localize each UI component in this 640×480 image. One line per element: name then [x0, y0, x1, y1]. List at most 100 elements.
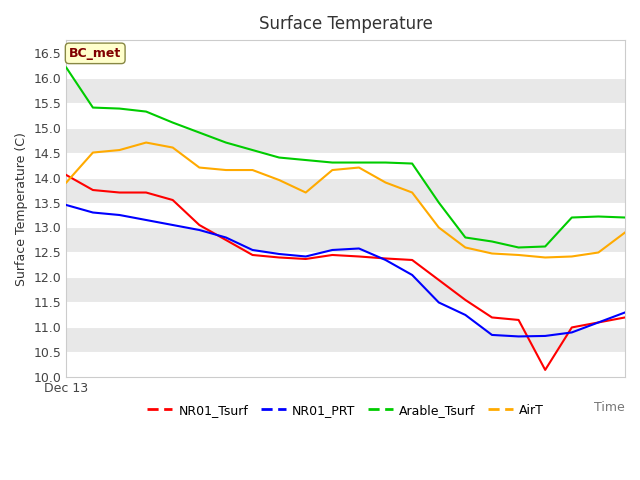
AirT [461, 245, 469, 251]
Bar [67, 277, 625, 302]
NR01_PRT [515, 334, 522, 339]
NR01_Tsurf [408, 257, 416, 263]
Bar [67, 153, 625, 178]
AirT [355, 165, 363, 170]
NR01_Tsurf [515, 317, 522, 323]
Arable_Tsurf [461, 235, 469, 240]
Title: Surface Temperature: Surface Temperature [259, 15, 433, 33]
NR01_Tsurf [302, 256, 310, 262]
Line: Arable_Tsurf: Arable_Tsurf [67, 68, 625, 248]
AirT [302, 190, 310, 195]
NR01_PRT [302, 253, 310, 259]
AirT [142, 140, 150, 145]
Bar [67, 178, 625, 203]
NR01_PRT [488, 332, 496, 338]
Text: BC_met: BC_met [69, 47, 122, 60]
NR01_PRT [249, 247, 257, 253]
NR01_Tsurf [169, 197, 177, 203]
NR01_Tsurf [195, 222, 203, 228]
NR01_PRT [169, 222, 177, 228]
Bar [67, 103, 625, 128]
Arable_Tsurf [355, 160, 363, 166]
AirT [222, 167, 230, 173]
NR01_PRT [195, 227, 203, 233]
Arable_Tsurf [116, 106, 124, 111]
AirT [195, 165, 203, 170]
Bar [67, 53, 625, 78]
NR01_Tsurf [355, 253, 363, 259]
NR01_Tsurf [63, 172, 70, 178]
NR01_Tsurf [595, 320, 602, 325]
NR01_PRT [355, 246, 363, 252]
NR01_PRT [408, 272, 416, 278]
AirT [249, 167, 257, 173]
Y-axis label: Surface Temperature (C): Surface Temperature (C) [15, 132, 28, 286]
NR01_Tsurf [89, 187, 97, 193]
Bar [67, 203, 625, 228]
Arable_Tsurf [621, 215, 629, 220]
AirT [408, 190, 416, 195]
AirT [621, 229, 629, 235]
NR01_Tsurf [142, 190, 150, 195]
Arable_Tsurf [169, 120, 177, 125]
NR01_PRT [328, 247, 336, 253]
NR01_PRT [275, 251, 283, 257]
AirT [488, 251, 496, 256]
Arable_Tsurf [515, 245, 522, 251]
Arable_Tsurf [63, 65, 70, 71]
AirT [328, 167, 336, 173]
Arable_Tsurf [195, 130, 203, 135]
Arable_Tsurf [142, 108, 150, 114]
Arable_Tsurf [595, 214, 602, 219]
NR01_PRT [116, 212, 124, 218]
Arable_Tsurf [222, 140, 230, 145]
AirT [435, 225, 443, 230]
Arable_Tsurf [89, 105, 97, 110]
NR01_Tsurf [381, 256, 389, 262]
NR01_PRT [461, 312, 469, 318]
NR01_Tsurf [249, 252, 257, 258]
Arable_Tsurf [328, 160, 336, 166]
AirT [595, 250, 602, 255]
AirT [515, 252, 522, 258]
NR01_PRT [142, 217, 150, 223]
AirT [275, 177, 283, 183]
AirT [568, 253, 575, 259]
NR01_Tsurf [541, 367, 549, 373]
Bar [67, 352, 625, 377]
Arable_Tsurf [488, 239, 496, 244]
Arable_Tsurf [381, 160, 389, 166]
NR01_Tsurf [621, 314, 629, 320]
NR01_PRT [595, 320, 602, 325]
Arable_Tsurf [249, 147, 257, 153]
Bar [67, 78, 625, 103]
NR01_Tsurf [568, 324, 575, 330]
NR01_PRT [89, 210, 97, 216]
AirT [169, 144, 177, 150]
NR01_Tsurf [461, 297, 469, 303]
AirT [541, 254, 549, 260]
NR01_PRT [63, 202, 70, 208]
Line: NR01_Tsurf: NR01_Tsurf [67, 175, 625, 370]
NR01_Tsurf [328, 252, 336, 258]
Bar [67, 128, 625, 153]
Legend: NR01_Tsurf, NR01_PRT, Arable_Tsurf, AirT: NR01_Tsurf, NR01_PRT, Arable_Tsurf, AirT [142, 399, 549, 422]
NR01_Tsurf [222, 237, 230, 243]
NR01_Tsurf [488, 314, 496, 320]
Bar [67, 252, 625, 277]
Line: AirT: AirT [67, 143, 625, 257]
Arable_Tsurf [302, 157, 310, 163]
NR01_Tsurf [435, 277, 443, 283]
AirT [381, 180, 389, 185]
NR01_PRT [222, 235, 230, 240]
NR01_PRT [381, 257, 389, 263]
AirT [89, 150, 97, 156]
Bar [67, 302, 625, 327]
AirT [116, 147, 124, 153]
NR01_Tsurf [116, 190, 124, 195]
NR01_PRT [541, 333, 549, 339]
Bar [67, 228, 625, 252]
Line: NR01_PRT: NR01_PRT [67, 205, 625, 336]
Arable_Tsurf [541, 244, 549, 250]
NR01_Tsurf [275, 254, 283, 260]
